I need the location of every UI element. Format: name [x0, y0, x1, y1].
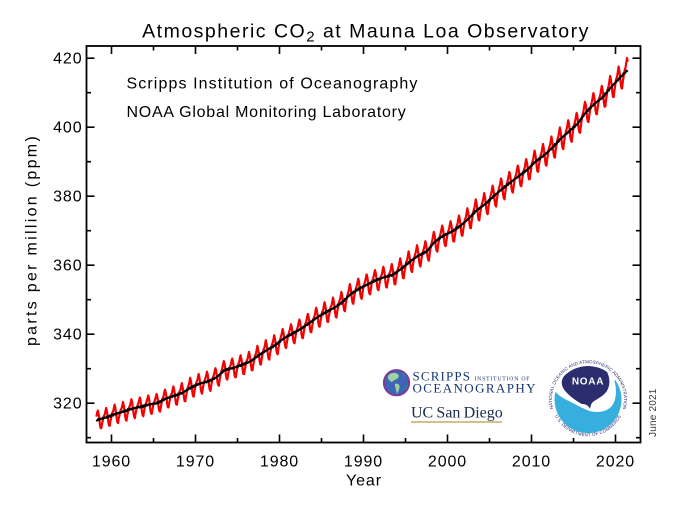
svg-text:420: 420	[53, 51, 82, 68]
svg-text:INSTITUTION OF: INSTITUTION OF	[475, 376, 531, 382]
svg-text:Atmospheric CO2 at Mauna Loa O: Atmospheric CO2 at Mauna Loa Observatory	[142, 21, 590, 46]
svg-text:1990: 1990	[344, 454, 383, 471]
svg-text:June 2021: June 2021	[648, 388, 659, 437]
svg-text:2000: 2000	[428, 454, 467, 471]
svg-text:360: 360	[53, 258, 82, 275]
svg-text:parts per million (ppm): parts per million (ppm)	[24, 134, 41, 346]
svg-text:320: 320	[53, 396, 82, 413]
svg-text:OCEANOGRAPHY: OCEANOGRAPHY	[413, 380, 537, 395]
svg-text:SCRIPPS: SCRIPPS	[413, 368, 472, 383]
svg-text:NOAA: NOAA	[572, 377, 604, 388]
svg-text:340: 340	[53, 327, 82, 344]
svg-text:1980: 1980	[260, 454, 299, 471]
svg-text:Year: Year	[346, 473, 382, 490]
svg-text:UC San Diego: UC San Diego	[411, 404, 503, 421]
svg-text:Scripps Institution of Oceanog: Scripps Institution of Oceanography	[127, 76, 419, 93]
svg-text:1970: 1970	[176, 454, 215, 471]
svg-text:1960: 1960	[92, 454, 131, 471]
svg-text:NOAA Global Monitoring Laborat: NOAA Global Monitoring Laboratory	[127, 104, 407, 121]
svg-text:2010: 2010	[512, 454, 551, 471]
svg-text:2020: 2020	[596, 454, 635, 471]
svg-text:380: 380	[53, 189, 82, 206]
svg-text:400: 400	[53, 120, 82, 137]
